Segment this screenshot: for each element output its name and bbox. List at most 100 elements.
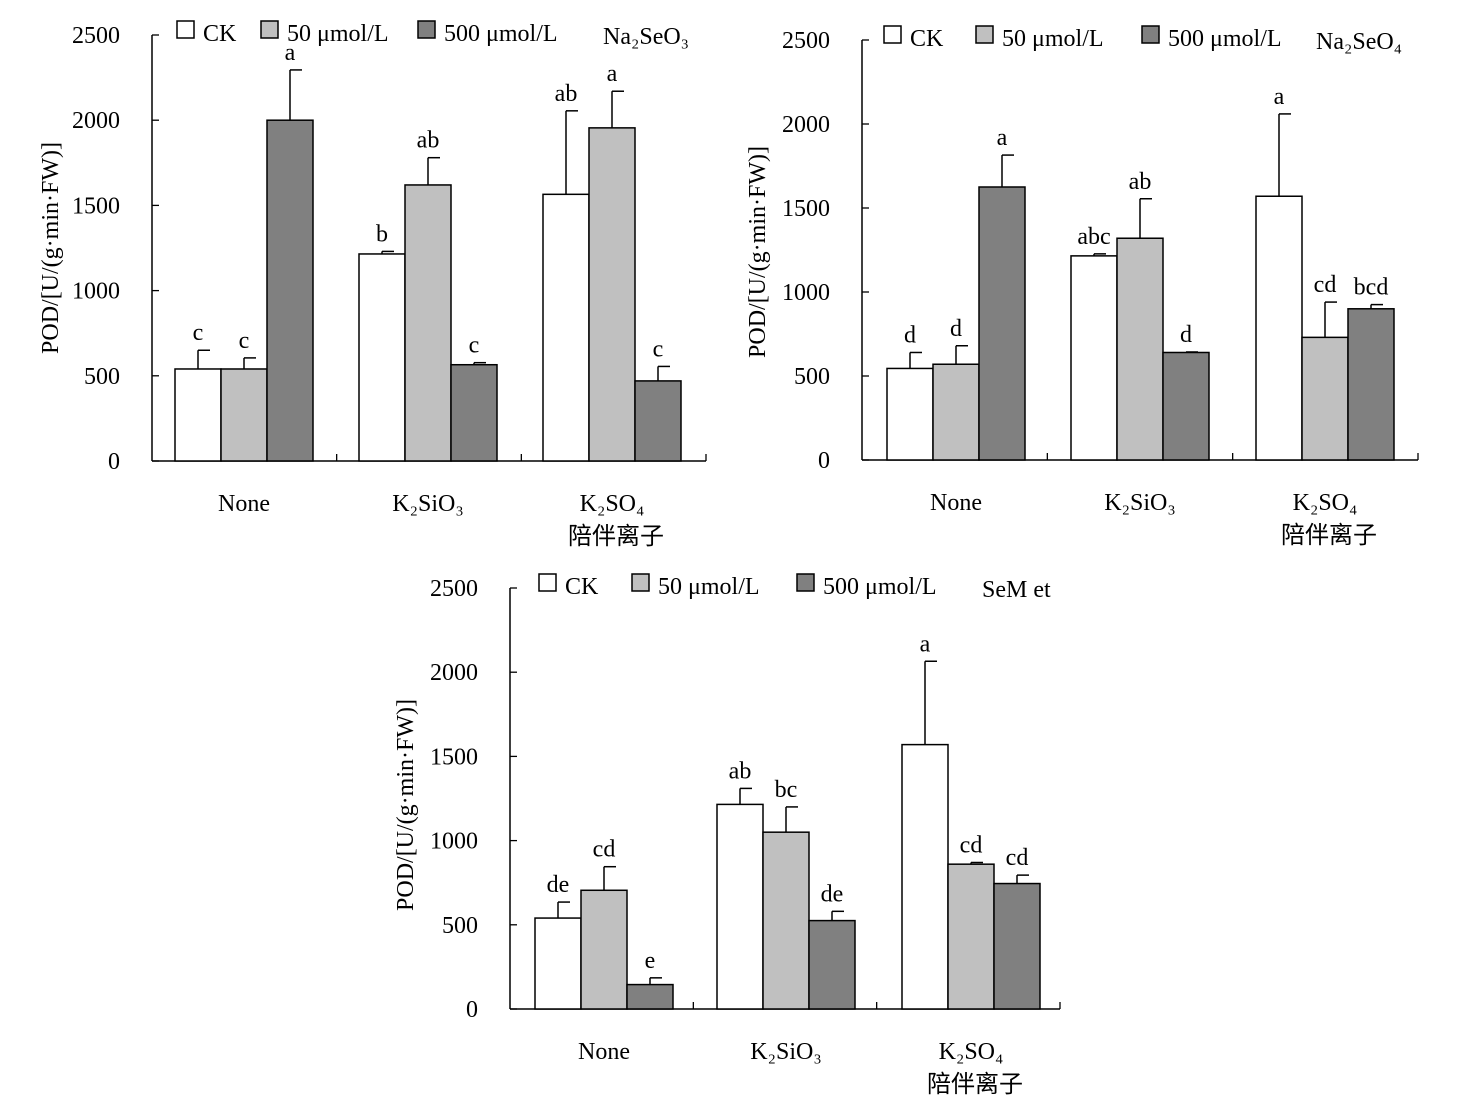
bar (993, 882, 1041, 1010)
significance-letter: d (904, 322, 916, 348)
significance-letter: cd (593, 837, 616, 863)
legend-swatch (975, 25, 994, 44)
y-tick-label: 1500 (782, 196, 830, 222)
significance-letter: a (607, 61, 618, 87)
chart-panel-1: 0 500 1000 1500 2000 2500 POD/[U/(g·min·FW)] c b… (38, 20, 707, 550)
chart-panel-3: 0 500 1000 1500 2000 2500 POD/[U/(g·min·FW)] de… (393, 573, 1061, 1098)
chart-panel-2: 0 500 1000 1500 2000 2500 POD/[U/(g·min·FW)] d a… (745, 25, 1419, 549)
significance-letter: a (920, 631, 931, 657)
legend-label: CK (565, 574, 599, 600)
legend-label: 50 μmol/L (287, 21, 389, 47)
significance-letter: cd (1006, 845, 1029, 871)
bar (634, 380, 682, 462)
y-tick-label: 2000 (782, 112, 830, 138)
y-axis-label: POD/[U/(g·min·FW)] (38, 142, 64, 354)
legend-swatch (883, 25, 902, 44)
y-tick-label: 0 (818, 448, 830, 474)
significance-letter: ab (417, 128, 440, 154)
significance-letter: cd (1314, 272, 1337, 298)
legend-swatch (417, 20, 436, 39)
y-tick-label: 500 (794, 364, 830, 390)
significance-letter: c (469, 333, 480, 359)
y-tick-label: 2500 (782, 28, 830, 54)
x-category-label: K₂SO₄ (1293, 490, 1358, 516)
bar (932, 363, 980, 461)
bar (174, 368, 222, 462)
bar (580, 889, 628, 1010)
significance-letter: ab (555, 81, 578, 107)
y-axis-label: POD/[U/(g·min·FW)] (745, 146, 771, 358)
significance-letter: de (821, 881, 844, 907)
significance-letter: bcd (1354, 275, 1389, 301)
bar (716, 803, 764, 1010)
y-tick-label: 1500 (72, 193, 120, 219)
significance-letter: a (997, 125, 1008, 151)
x-category-label: K₂SO₄ (580, 491, 645, 517)
y-tick-label: 0 (108, 449, 120, 475)
bar (266, 119, 314, 462)
significance-letter: d (950, 316, 962, 342)
legend-label: 500 μmol/L (1168, 26, 1282, 52)
legend-label: 500 μmol/L (444, 21, 558, 47)
x-category-label: None (930, 490, 982, 516)
x-category-label: None (578, 1039, 630, 1065)
significance-letter: abc (1077, 224, 1110, 250)
treatment-label: Na₂SeO₃ (603, 24, 689, 50)
bar (886, 367, 934, 461)
bar (1162, 351, 1210, 461)
legend-swatch (260, 20, 279, 39)
bar (404, 184, 452, 462)
legend-swatch (1141, 25, 1160, 44)
bar (1347, 308, 1395, 461)
significance-letter: c (653, 336, 664, 362)
significance-letter: a (285, 40, 296, 66)
bar (626, 983, 674, 1010)
significance-letter: e (645, 948, 656, 974)
bar (358, 253, 406, 462)
legend-label: 50 μmol/L (1002, 26, 1104, 52)
y-tick-label: 2000 (430, 660, 478, 686)
y-tick-label: 1000 (430, 829, 478, 855)
y-axis-label: POD/[U/(g·min·FW)] (393, 699, 419, 911)
y-tick-label: 500 (84, 364, 120, 390)
y-tick-label: 1500 (430, 744, 478, 770)
y-tick-label: 500 (442, 913, 478, 939)
bar (808, 919, 856, 1010)
x-axis-label: 陪伴离子 (568, 523, 664, 550)
y-tick-label: 2000 (72, 108, 120, 134)
legend-label: CK (203, 21, 237, 47)
significance-letter: ab (1129, 169, 1152, 195)
significance-letter: cd (960, 832, 983, 858)
significance-letter: bc (775, 777, 798, 803)
legend-swatch (631, 573, 650, 592)
bar (534, 917, 582, 1010)
x-category-label: None (218, 491, 270, 517)
legend-swatch (796, 573, 815, 592)
y-tick-label: 2500 (430, 576, 478, 602)
bar (901, 743, 949, 1010)
legend-swatch (538, 573, 557, 592)
bar (1070, 255, 1118, 461)
y-tick-label: 2500 (72, 23, 120, 49)
significance-letter: de (547, 872, 570, 898)
x-axis-label: 陪伴离子 (1281, 522, 1377, 549)
significance-letter: c (193, 320, 204, 346)
legend-label: 500 μmol/L (823, 574, 937, 600)
bar (588, 127, 636, 462)
x-axis-label: 陪伴离子 (927, 1071, 1023, 1098)
bar (1116, 237, 1164, 461)
significance-letter: d (1180, 322, 1192, 348)
bar (1301, 336, 1349, 461)
significance-letter: a (1274, 84, 1285, 110)
y-tick-label: 1000 (782, 280, 830, 306)
treatment-label: SeM et (982, 577, 1051, 603)
legend-label: 50 μmol/L (658, 574, 760, 600)
bar (450, 363, 498, 462)
bar (762, 831, 810, 1010)
y-tick-label: 1000 (72, 279, 120, 305)
y-tick-label: 0 (466, 997, 478, 1023)
bar (542, 193, 590, 462)
significance-letter: b (376, 221, 388, 247)
x-category-label: K₂SiO₃ (392, 491, 463, 517)
